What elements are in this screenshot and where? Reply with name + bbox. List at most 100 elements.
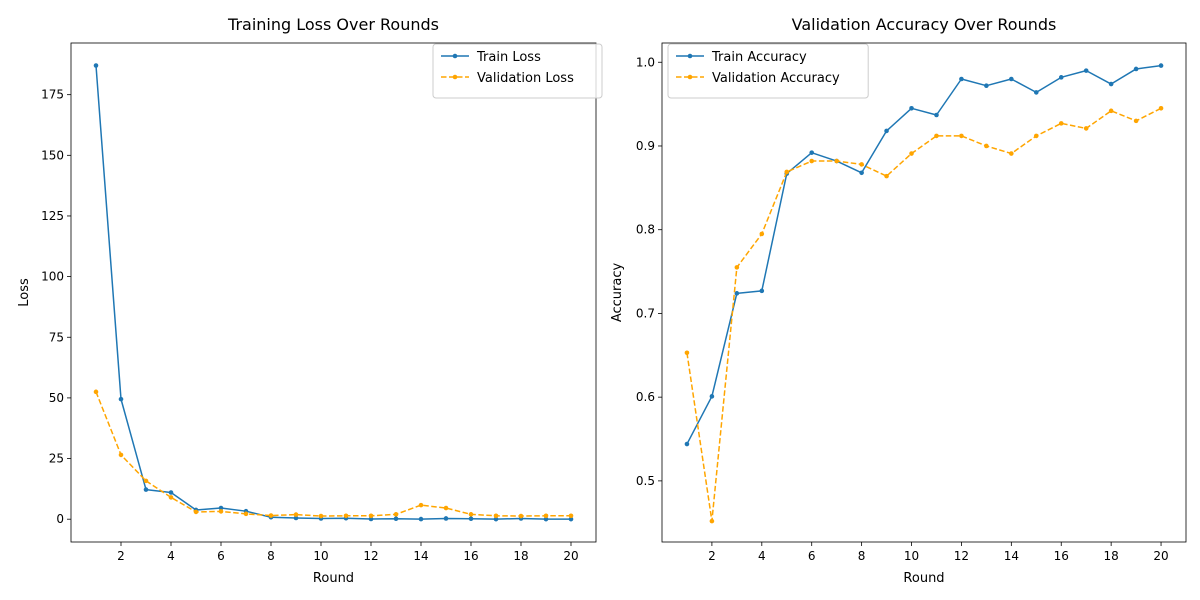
legend: Train Accuracy Validation Accuracy [667,43,869,99]
data-point [1058,75,1064,80]
x-tick-label: 10 [904,549,919,563]
data-point [493,513,499,519]
data-point [1083,126,1089,131]
x-tick-label: 16 [463,549,478,563]
data-point [343,513,349,519]
data-point [293,512,299,517]
y-tick-label: 1.0 [636,55,655,69]
legend-label: Validation Loss [477,71,574,86]
x-tick-label: 4 [758,549,766,563]
data-point [293,515,299,521]
y-tick-label: 0 [56,512,64,526]
series-line-1 [95,65,571,520]
data-point [318,513,324,519]
data-point [809,150,815,155]
y-tick-label: 0.6 [636,390,655,404]
data-point [859,170,864,176]
data-point [984,143,989,149]
data-point [218,505,224,511]
data-point [709,518,715,524]
x-axis-label: Round [903,571,944,586]
data-point [934,112,939,118]
y-tick-label: 0.5 [636,474,655,488]
data-point [1058,121,1064,126]
data-point [143,487,149,492]
data-point [684,350,690,356]
y-tick-label: 75 [49,330,64,344]
data-point [243,511,249,517]
data-point [1033,90,1039,95]
data-point [809,158,815,164]
data-point [468,516,474,522]
y-axis-label: Accuracy [610,263,625,323]
data-point [118,396,124,402]
data-point [168,495,174,500]
series-line-1 [686,64,1162,445]
data-point [759,231,765,237]
legend-swatch-marker [687,53,693,59]
data-point [168,490,174,495]
data-point [443,505,449,511]
y-tick-label: 50 [49,391,64,405]
data-point [1133,66,1139,72]
legend-box [432,43,603,99]
data-point [568,513,574,519]
data-point [1108,108,1114,114]
data-point [368,516,374,522]
x-tick-label: 14 [1004,549,1019,563]
legend-swatch-marker [452,74,458,80]
x-tick-label: 8 [267,549,275,563]
data-point [543,513,549,519]
y-tick-label: 175 [41,88,64,102]
x-tick-label: 12 [954,549,969,563]
data-point [959,76,964,82]
data-point [734,265,740,270]
data-point [1083,68,1089,73]
data-point [218,509,224,514]
x-tick-label: 14 [413,549,428,563]
x-tick-label: 18 [513,549,528,563]
data-point [493,516,499,522]
data-point [443,516,449,521]
data-point [784,169,790,175]
data-point [884,128,889,134]
legend-label: Validation Accuracy [712,71,840,86]
x-axis-label: Round [313,571,354,586]
legend-box [667,43,869,99]
x-tick-label: 20 [1153,549,1168,563]
chart-title: Training Loss Over Rounds [227,15,439,34]
data-point [834,158,839,164]
y-tick-label: 150 [41,148,64,162]
data-point [1033,133,1039,139]
data-point [959,133,964,139]
x-tick-label: 6 [217,549,225,563]
data-point [93,63,99,68]
x-tick-label: 20 [563,549,578,563]
data-point [734,291,740,296]
data-point [1009,76,1014,82]
x-tick-label: 4 [167,549,175,563]
legend-label: Train Accuracy [711,50,807,65]
data-point [118,452,124,458]
x-tick-label: 6 [808,549,816,563]
data-point [418,502,424,508]
data-point [1158,106,1164,111]
series-line-2 [95,391,571,517]
data-point [193,509,199,515]
legend-swatch-marker [452,53,458,59]
data-point [1009,151,1014,156]
data-point [759,288,765,294]
y-tick-label: 100 [41,270,64,284]
y-tick-label: 25 [49,452,64,466]
x-tick-label: 8 [858,549,866,563]
legend-label: Train Loss [476,50,541,65]
data-point [143,478,149,484]
data-point [1158,63,1164,68]
legend-swatch-marker [687,74,693,80]
data-point [709,394,715,399]
data-point [543,516,549,522]
data-point [934,133,939,139]
y-tick-label: 0.8 [636,223,655,237]
data-point [909,151,914,156]
